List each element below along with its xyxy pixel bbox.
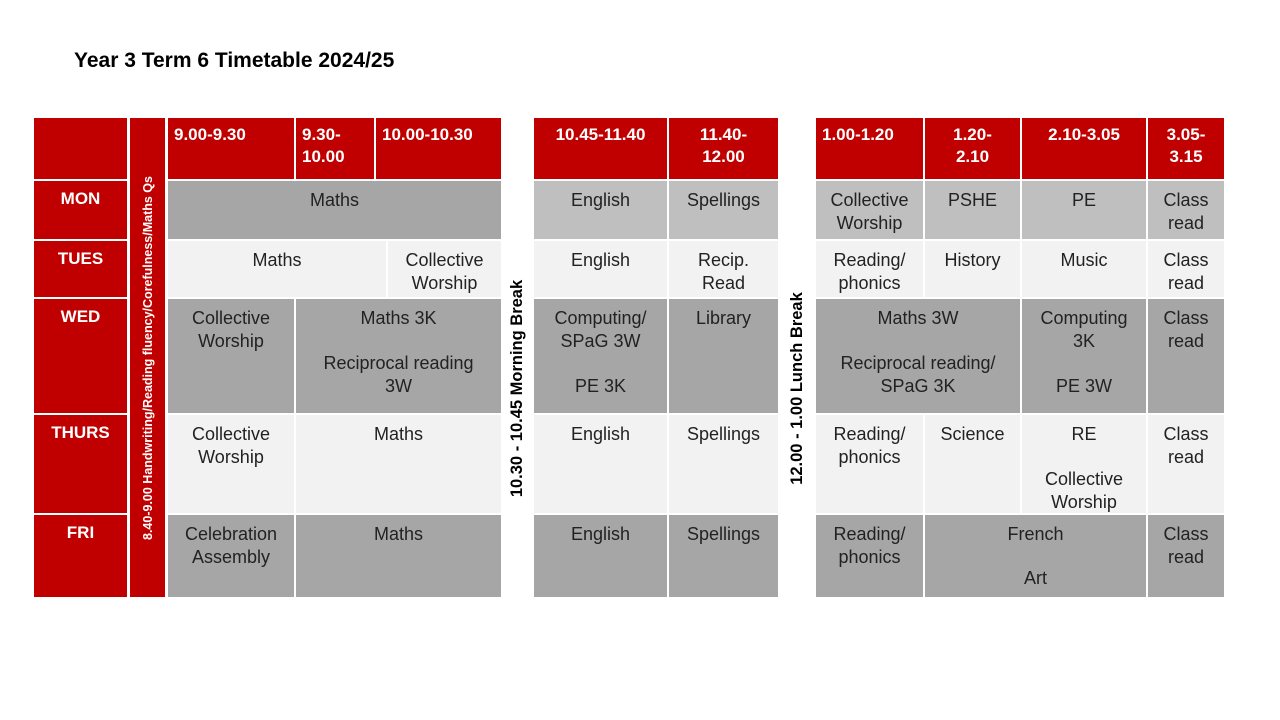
day-wed: WED	[34, 299, 127, 413]
mon-class-read: Class read	[1148, 181, 1224, 239]
tue-worship: Collective Worship	[388, 241, 501, 297]
day-thurs: THURS	[34, 415, 127, 513]
tue-english: English	[534, 241, 667, 297]
thu-reading: Reading/phonics	[816, 415, 923, 513]
header-1-00: 1.00-1.20	[816, 118, 923, 179]
header-9-00: 9.00-9.30	[168, 118, 294, 179]
header-corner	[34, 118, 127, 179]
header-11-40: 11.40- 12.00	[669, 118, 778, 179]
lunch-break-label: 12.00 - 1.00 Lunch Break	[788, 292, 807, 485]
tue-class-read: Class read	[1148, 241, 1224, 297]
fri-french-art: French Art	[925, 515, 1146, 597]
mon-english: English	[534, 181, 667, 239]
mon-pe: PE	[1022, 181, 1146, 239]
header-10-00: 10.00-10.30	[376, 118, 501, 179]
thu-spellings: Spellings	[669, 415, 778, 513]
day-fri: FRI	[34, 515, 127, 597]
mon-pshe: PSHE	[925, 181, 1020, 239]
fri-reading: Reading/phonics	[816, 515, 923, 597]
fri-spellings: Spellings	[669, 515, 778, 597]
thu-maths: Maths	[296, 415, 501, 513]
thu-english: English	[534, 415, 667, 513]
wed-maths: Maths 3K Reciprocal reading 3W	[296, 299, 501, 413]
tue-maths: Maths	[168, 241, 386, 297]
thu-class-read: Class read	[1148, 415, 1224, 513]
fri-maths: Maths	[296, 515, 501, 597]
tue-recip-read: Recip. Read	[669, 241, 778, 297]
day-mon: MON	[34, 181, 127, 239]
mon-worship: Collective Worship	[816, 181, 923, 239]
morning-break-label: 10.30 - 10.45 Morning Break	[508, 279, 527, 498]
tue-reading: Reading/phonics	[816, 241, 923, 297]
fri-celebration: Celebration Assembly	[168, 515, 294, 597]
wed-worship: Collective Worship	[168, 299, 294, 413]
mon-maths: Maths	[168, 181, 501, 239]
header-9-30: 9.30- 10.00	[296, 118, 374, 179]
mon-spellings: Spellings	[669, 181, 778, 239]
fri-english: English	[534, 515, 667, 597]
thu-re: RE Collective Worship	[1022, 415, 1146, 513]
wed-library: Library	[669, 299, 778, 413]
header-2-10: 2.10-3.05	[1022, 118, 1146, 179]
fri-class-read: Class read	[1148, 515, 1224, 597]
wed-computing: Computing/SPaG 3W PE 3K	[534, 299, 667, 413]
wed-computing-pe: Computing 3K PE 3W	[1022, 299, 1146, 413]
header-3-05: 3.05- 3.15	[1148, 118, 1224, 179]
morning-routine-label: 8.40-9.00 Handwriting/Reading fluency/Co…	[130, 118, 165, 597]
tue-music: Music	[1022, 241, 1146, 297]
day-tues: TUES	[34, 241, 127, 297]
tue-history: History	[925, 241, 1020, 297]
thu-worship: Collective Worship	[168, 415, 294, 513]
page-title: Year 3 Term 6 Timetable 2024/25	[74, 49, 395, 72]
wed-class-read: Class read	[1148, 299, 1224, 413]
header-10-45: 10.45-11.40	[534, 118, 667, 179]
thu-science: Science	[925, 415, 1020, 513]
header-1-20: 1.20- 2.10	[925, 118, 1020, 179]
wed-pm-maths: Maths 3W Reciprocal reading/SPaG 3K	[816, 299, 1020, 413]
